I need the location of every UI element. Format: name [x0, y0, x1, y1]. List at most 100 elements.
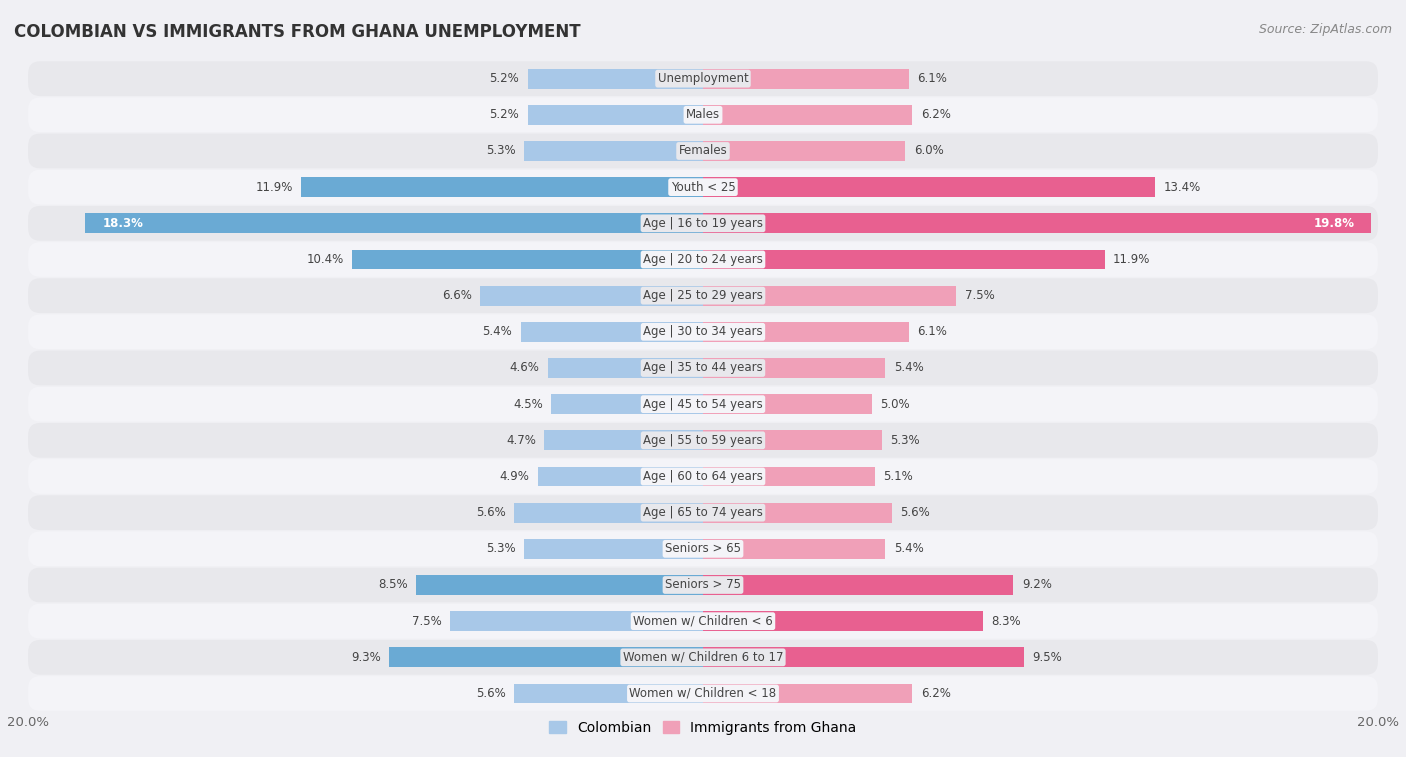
Text: 6.6%: 6.6% — [441, 289, 472, 302]
Text: Women w/ Children < 6: Women w/ Children < 6 — [633, 615, 773, 628]
Text: 5.6%: 5.6% — [900, 506, 931, 519]
Text: Age | 30 to 34 years: Age | 30 to 34 years — [643, 326, 763, 338]
Bar — [301, 177, 703, 197]
Text: Females: Females — [679, 145, 727, 157]
Text: 11.9%: 11.9% — [1114, 253, 1150, 266]
Bar — [450, 611, 703, 631]
Text: 10.4%: 10.4% — [307, 253, 343, 266]
Bar — [520, 322, 703, 341]
Bar — [703, 503, 891, 522]
Bar — [481, 285, 703, 306]
Text: 5.0%: 5.0% — [880, 397, 910, 410]
Bar — [703, 575, 1014, 595]
Text: 5.4%: 5.4% — [482, 326, 512, 338]
Text: Seniors > 75: Seniors > 75 — [665, 578, 741, 591]
Text: 8.3%: 8.3% — [991, 615, 1021, 628]
Text: 4.7%: 4.7% — [506, 434, 536, 447]
Text: 5.4%: 5.4% — [894, 362, 924, 375]
FancyBboxPatch shape — [28, 459, 1378, 494]
Bar — [389, 647, 703, 667]
Text: 5.3%: 5.3% — [890, 434, 920, 447]
Text: 8.5%: 8.5% — [378, 578, 408, 591]
Text: 18.3%: 18.3% — [103, 217, 143, 230]
Bar — [548, 358, 703, 378]
Text: 7.5%: 7.5% — [412, 615, 441, 628]
Text: Age | 20 to 24 years: Age | 20 to 24 years — [643, 253, 763, 266]
Bar — [703, 466, 875, 487]
Text: 9.2%: 9.2% — [1022, 578, 1052, 591]
FancyBboxPatch shape — [28, 134, 1378, 168]
Bar — [524, 141, 703, 161]
Bar — [703, 647, 1024, 667]
Text: 9.5%: 9.5% — [1032, 651, 1062, 664]
Bar — [703, 394, 872, 414]
Bar — [703, 358, 886, 378]
FancyBboxPatch shape — [28, 676, 1378, 711]
FancyBboxPatch shape — [28, 350, 1378, 385]
Text: Age | 55 to 59 years: Age | 55 to 59 years — [643, 434, 763, 447]
FancyBboxPatch shape — [28, 314, 1378, 349]
FancyBboxPatch shape — [28, 604, 1378, 638]
Bar — [527, 105, 703, 125]
Text: Seniors > 65: Seniors > 65 — [665, 542, 741, 556]
FancyBboxPatch shape — [28, 568, 1378, 603]
FancyBboxPatch shape — [28, 242, 1378, 277]
Text: Age | 25 to 29 years: Age | 25 to 29 years — [643, 289, 763, 302]
Text: 9.3%: 9.3% — [352, 651, 381, 664]
Text: 7.5%: 7.5% — [965, 289, 994, 302]
Bar — [527, 69, 703, 89]
Text: Women w/ Children < 18: Women w/ Children < 18 — [630, 687, 776, 700]
Text: 13.4%: 13.4% — [1164, 181, 1201, 194]
Bar — [703, 213, 1371, 233]
Text: Women w/ Children 6 to 17: Women w/ Children 6 to 17 — [623, 651, 783, 664]
Bar — [544, 431, 703, 450]
FancyBboxPatch shape — [28, 170, 1378, 204]
FancyBboxPatch shape — [28, 61, 1378, 96]
FancyBboxPatch shape — [28, 495, 1378, 530]
Text: 4.6%: 4.6% — [509, 362, 540, 375]
FancyBboxPatch shape — [28, 387, 1378, 422]
Text: 6.2%: 6.2% — [921, 687, 950, 700]
Text: Source: ZipAtlas.com: Source: ZipAtlas.com — [1258, 23, 1392, 36]
FancyBboxPatch shape — [28, 640, 1378, 674]
Text: 5.6%: 5.6% — [475, 506, 506, 519]
Text: 5.3%: 5.3% — [486, 145, 516, 157]
Text: 5.4%: 5.4% — [894, 542, 924, 556]
Text: Age | 65 to 74 years: Age | 65 to 74 years — [643, 506, 763, 519]
Text: 19.8%: 19.8% — [1313, 217, 1354, 230]
Bar — [703, 69, 908, 89]
FancyBboxPatch shape — [28, 279, 1378, 313]
Text: 6.2%: 6.2% — [921, 108, 950, 121]
Bar — [703, 322, 908, 341]
Text: 6.1%: 6.1% — [917, 326, 948, 338]
Bar — [416, 575, 703, 595]
Text: 5.6%: 5.6% — [475, 687, 506, 700]
FancyBboxPatch shape — [28, 98, 1378, 132]
Bar — [515, 503, 703, 522]
Text: 5.3%: 5.3% — [486, 542, 516, 556]
Text: 11.9%: 11.9% — [256, 181, 292, 194]
Bar — [551, 394, 703, 414]
FancyBboxPatch shape — [28, 531, 1378, 566]
Bar — [352, 250, 703, 269]
Text: 6.0%: 6.0% — [914, 145, 943, 157]
FancyBboxPatch shape — [28, 423, 1378, 458]
FancyBboxPatch shape — [28, 206, 1378, 241]
Bar — [703, 285, 956, 306]
Text: 4.9%: 4.9% — [499, 470, 529, 483]
Text: Age | 60 to 64 years: Age | 60 to 64 years — [643, 470, 763, 483]
Bar — [703, 141, 905, 161]
Bar — [703, 250, 1105, 269]
Text: 5.1%: 5.1% — [883, 470, 914, 483]
Text: Age | 35 to 44 years: Age | 35 to 44 years — [643, 362, 763, 375]
Text: 5.2%: 5.2% — [489, 108, 519, 121]
Bar — [537, 466, 703, 487]
Bar — [86, 213, 703, 233]
Bar — [524, 539, 703, 559]
Legend: Colombian, Immigrants from Ghana: Colombian, Immigrants from Ghana — [544, 715, 862, 740]
Bar — [703, 684, 912, 703]
Text: Males: Males — [686, 108, 720, 121]
Text: Age | 45 to 54 years: Age | 45 to 54 years — [643, 397, 763, 410]
Bar — [703, 177, 1156, 197]
Bar — [703, 611, 983, 631]
